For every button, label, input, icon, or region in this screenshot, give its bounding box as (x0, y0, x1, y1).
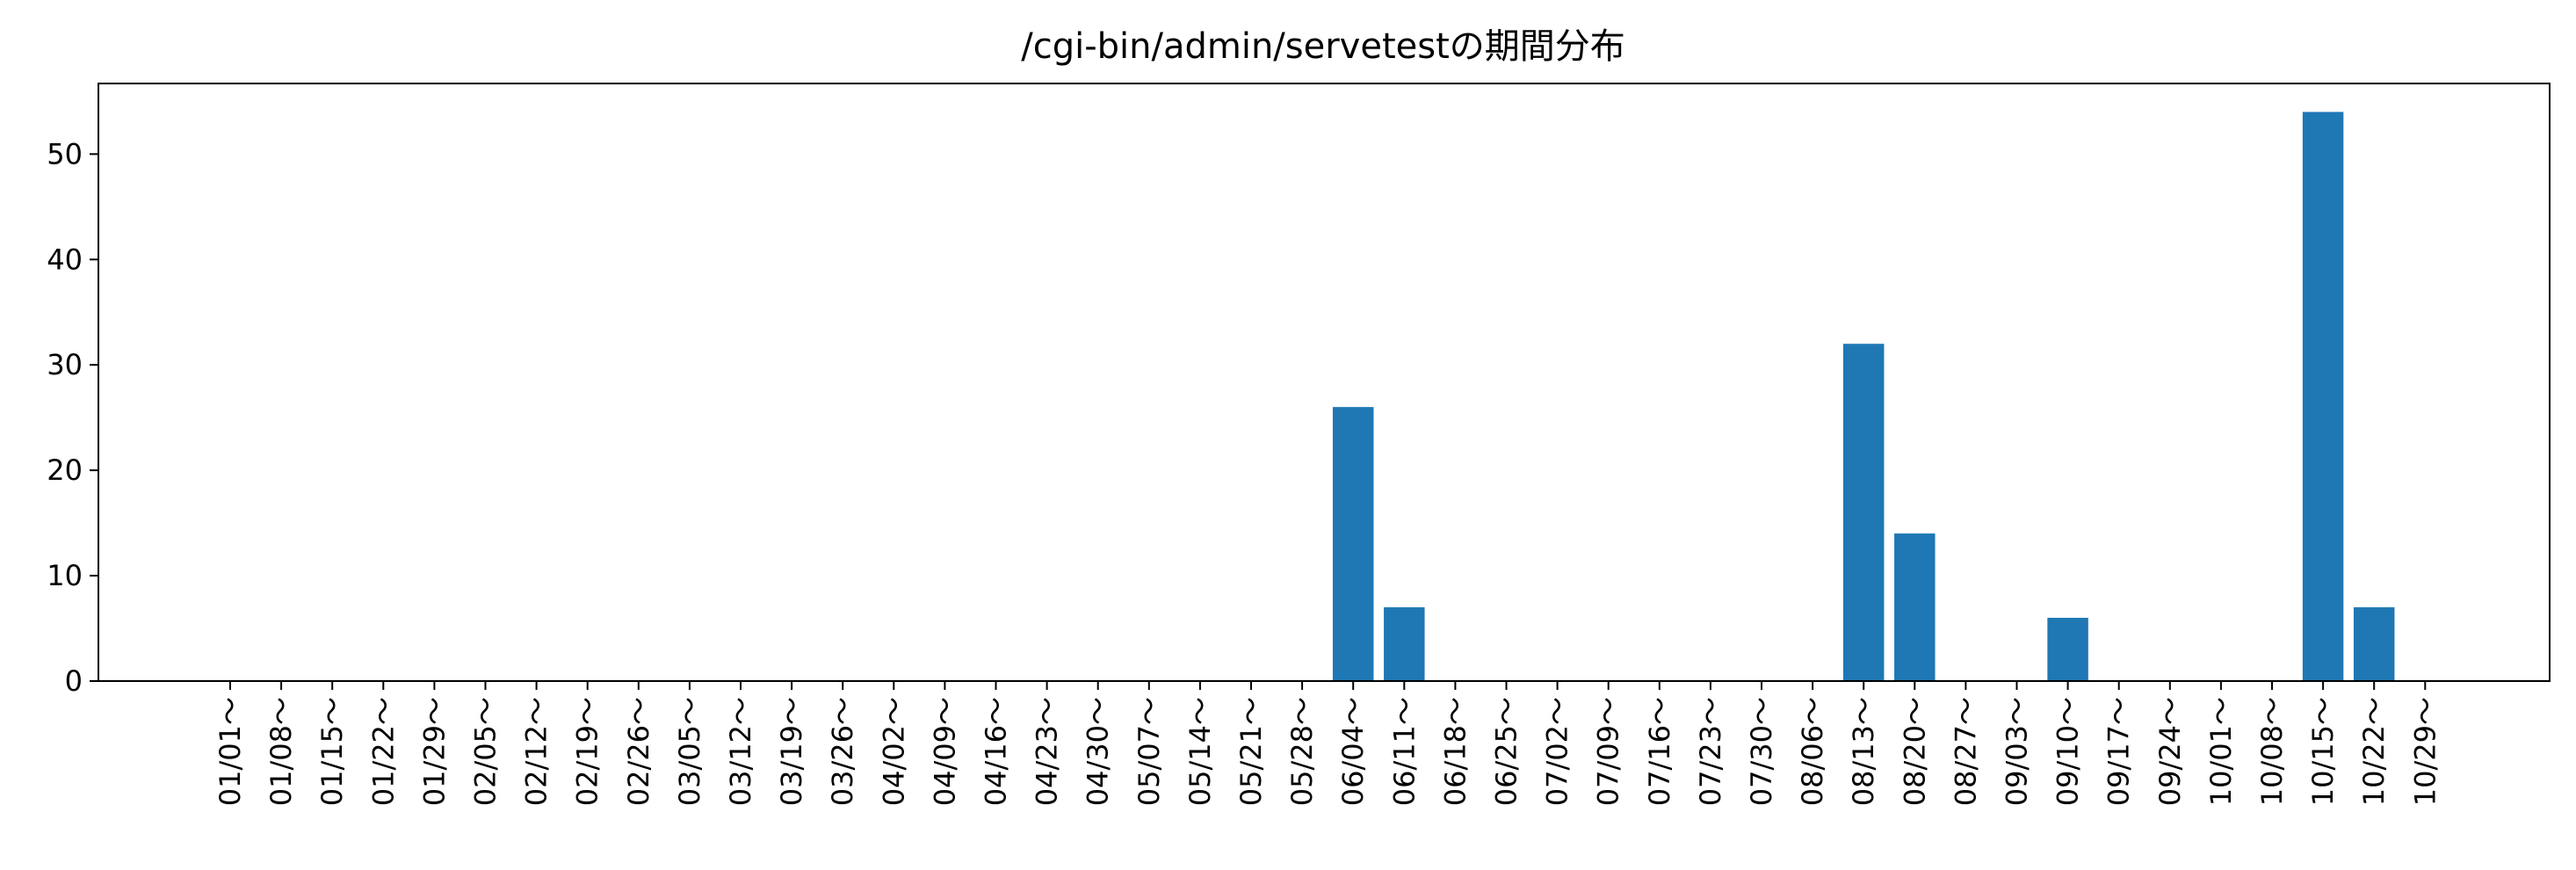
x-tick-label-9: 03/05～ (673, 697, 706, 806)
x-tick-label-22: 06/04～ (1336, 697, 1370, 806)
bar-22 (1332, 407, 1374, 681)
x-tick-label-42: 10/22～ (2357, 697, 2391, 806)
x-tick-label-43: 10/29～ (2408, 697, 2442, 806)
x-tick-label-25: 06/25～ (1490, 697, 1523, 806)
x-tick-label-4: 01/29～ (417, 697, 451, 806)
bars-group (1332, 112, 2395, 681)
x-tick-label-18: 05/07～ (1132, 697, 1166, 806)
x-tick-label-13: 04/02～ (877, 697, 910, 806)
bar-42 (2353, 607, 2395, 681)
bar-33 (1894, 533, 1936, 681)
plot-frame (98, 83, 2551, 682)
x-tick-label-12: 03/26～ (826, 697, 859, 806)
chart-title: /cgi-bin/admin/servetestの期間分布 (1021, 26, 1625, 67)
x-tick-label-35: 09/03～ (2001, 697, 2034, 806)
x-tick-label-14: 04/09～ (928, 697, 961, 806)
x-tick-label-3: 01/22～ (366, 697, 400, 806)
y-tick-label-4: 40 (47, 243, 83, 276)
x-tick-label-0: 01/01～ (213, 697, 247, 806)
x-tick-label-5: 02/05～ (469, 697, 503, 806)
y-axis: 0 10 20 30 40 50 (47, 137, 98, 698)
x-tick-label-30: 07/30～ (1745, 697, 1778, 806)
x-tick-label-1: 01/08～ (264, 697, 298, 806)
x-tick-label-31: 08/06～ (1796, 697, 1829, 806)
x-tick-label-29: 07/23～ (1694, 697, 1727, 806)
x-tick-label-11: 03/19～ (775, 697, 808, 806)
y-tick-label-3: 30 (47, 348, 83, 381)
x-tick-label-23: 06/11～ (1387, 697, 1421, 806)
y-tick-label-0: 0 (65, 664, 83, 698)
x-tick-label-17: 04/30～ (1082, 697, 1115, 806)
bar-23 (1384, 607, 1425, 681)
x-tick-label-8: 02/26～ (622, 697, 655, 806)
x-tick-label-20: 05/21～ (1234, 697, 1268, 806)
x-tick-label-21: 05/28～ (1285, 697, 1319, 806)
x-tick-label-2: 01/15～ (315, 697, 349, 806)
x-tick-label-10: 03/12～ (724, 697, 757, 806)
y-tick-label-1: 10 (47, 559, 83, 592)
x-tick-label-40: 10/08～ (2255, 697, 2289, 806)
x-tick-label-6: 02/12～ (520, 697, 554, 806)
x-tick-label-33: 08/20～ (1898, 697, 1931, 806)
x-tick-label-37: 09/17～ (2102, 697, 2136, 806)
y-tick-label-2: 20 (47, 453, 83, 487)
x-tick-label-15: 04/16～ (980, 697, 1013, 806)
x-tick-label-27: 07/09～ (1592, 697, 1625, 806)
x-tick-label-19: 05/14～ (1183, 697, 1217, 806)
x-tick-label-28: 07/16～ (1643, 697, 1676, 806)
x-tick-label-7: 02/19～ (571, 697, 604, 806)
x-tick-label-24: 06/18～ (1438, 697, 1472, 806)
x-tick-label-26: 07/02～ (1541, 697, 1574, 806)
bar-41 (2302, 112, 2344, 681)
y-tick-label-5: 50 (47, 137, 83, 170)
x-tick-label-41: 10/15～ (2306, 697, 2340, 806)
x-tick-label-38: 09/24～ (2153, 697, 2187, 806)
bar-36 (2047, 618, 2088, 681)
x-tick-label-16: 04/23～ (1031, 697, 1064, 806)
x-tick-label-34: 08/27～ (1949, 697, 1982, 806)
x-tick-label-36: 09/10～ (2051, 697, 2085, 806)
x-tick-label-39: 10/01～ (2204, 697, 2238, 806)
bar-32 (1842, 344, 1885, 681)
x-tick-label-32: 08/13～ (1847, 697, 1880, 806)
x-axis: 01/01～ 01/08～ 01/15～ 01/22～ 01/29～ 02/05～ 02/1… (213, 681, 2442, 806)
